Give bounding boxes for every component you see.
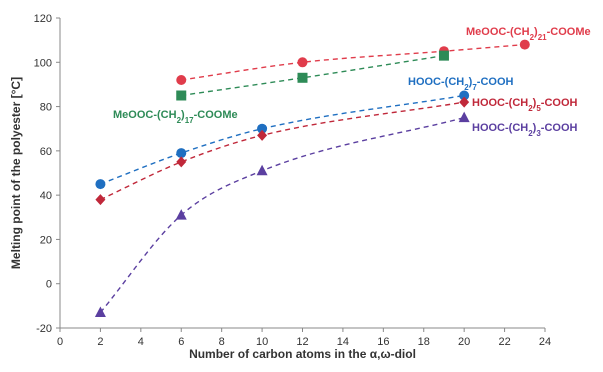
diamond-marker (257, 129, 268, 141)
trend-line (181, 54, 445, 97)
y-axis-title: Melting point of the polyester [°C] (9, 77, 23, 269)
data-markers (94, 39, 530, 317)
series-label-subscript: 2 (464, 83, 469, 92)
circle-marker (95, 179, 106, 190)
circle-marker (519, 39, 530, 50)
x-tick-label: 6 (178, 336, 184, 348)
square-marker (176, 90, 187, 101)
series-label: HOOC-(CH2)7-COOH (408, 76, 514, 92)
triangle-marker (94, 306, 106, 317)
diamond-marker (459, 96, 470, 108)
series-label-text: MeOOC-(CH (113, 109, 177, 121)
series-label-subscript: 7 (472, 83, 477, 92)
x-tick-label: 0 (57, 336, 63, 348)
series-label-text: ) (533, 122, 537, 134)
series-label-text: HOOC-(CH (472, 97, 528, 109)
series-label-text: ) (181, 109, 185, 121)
y-tick-label: 60 (40, 146, 52, 158)
y-tick-label: 40 (40, 190, 52, 202)
square-marker (438, 50, 449, 61)
series-label: MeOOC-(CH2)21-COOMe (466, 26, 591, 42)
diamond-marker (176, 156, 187, 168)
triangle-marker (256, 164, 268, 176)
x-tick-label: 2 (97, 336, 103, 348)
y-tick-label: 0 (46, 279, 52, 291)
circle-marker (297, 57, 308, 68)
x-tick-label: 4 (138, 336, 144, 348)
x-tick-label: 14 (337, 336, 349, 348)
trend-lines (99, 43, 525, 313)
x-tick-label: 20 (458, 336, 470, 348)
circle-marker (257, 123, 268, 134)
y-tick-label: 80 (40, 102, 52, 114)
x-tick-label: 18 (418, 336, 430, 348)
series-label-text: -COOMe (547, 26, 591, 38)
series-label-subscript: 2 (530, 33, 535, 42)
y-tick-label: 120 (34, 13, 52, 25)
series-label-text: ) (534, 26, 538, 38)
x-tick-label: 10 (256, 336, 268, 348)
series-label-text: HOOC-(CH (472, 122, 528, 134)
circle-marker (176, 148, 187, 159)
series-label: HOOC-(CH2)5-COOH (472, 97, 578, 113)
series-label-text: -COOMe (194, 109, 238, 121)
square-marker (297, 72, 308, 83)
x-tick-label: 24 (539, 336, 551, 348)
y-tick-label: 100 (34, 57, 52, 69)
x-tick-label: 12 (296, 336, 308, 348)
trend-line (100, 101, 465, 201)
triangle-marker (175, 209, 187, 220)
series-label: HOOC-(CH2)3-COOH (472, 122, 578, 138)
series-labels: MeOOC-(CH2)21-COOMeMeOOC-(CH2)17-COOMeHO… (113, 26, 591, 138)
y-tick-label: -20 (36, 323, 52, 335)
x-tick-label: 16 (377, 336, 389, 348)
circle-marker (459, 90, 470, 101)
series-label-subscript: 5 (536, 104, 541, 113)
y-tick-label: 20 (40, 234, 52, 246)
series-label-text: ) (533, 97, 537, 109)
series-label-subscript: 3 (536, 129, 541, 138)
trend-line (99, 116, 465, 313)
series-label-text: -COOH (541, 122, 578, 134)
series-label-subscript: 2 (528, 104, 533, 113)
series-label-text: -COOH (541, 97, 578, 109)
series-label-subscript: 17 (185, 116, 194, 125)
series-label: MeOOC-(CH2)17-COOMe (113, 109, 238, 125)
series-label-subscript: 21 (538, 33, 547, 42)
x-axis-title: Number of carbon atoms in the α,ω-diol (189, 347, 416, 361)
series-label-text: HOOC-(CH (408, 76, 464, 88)
series-label-subscript: 2 (528, 129, 533, 138)
diamond-marker (95, 194, 106, 206)
circle-marker (176, 75, 187, 85)
trend-line (181, 43, 525, 81)
triangle-marker (458, 111, 470, 123)
series-label-text: MeOOC-(CH (466, 26, 530, 38)
series-label-text: ) (469, 76, 473, 88)
x-tick-label: 22 (498, 336, 510, 348)
x-tick-label: 8 (219, 336, 225, 348)
series-label-subscript: 2 (177, 116, 182, 125)
series-label-text: -COOH (477, 76, 514, 88)
